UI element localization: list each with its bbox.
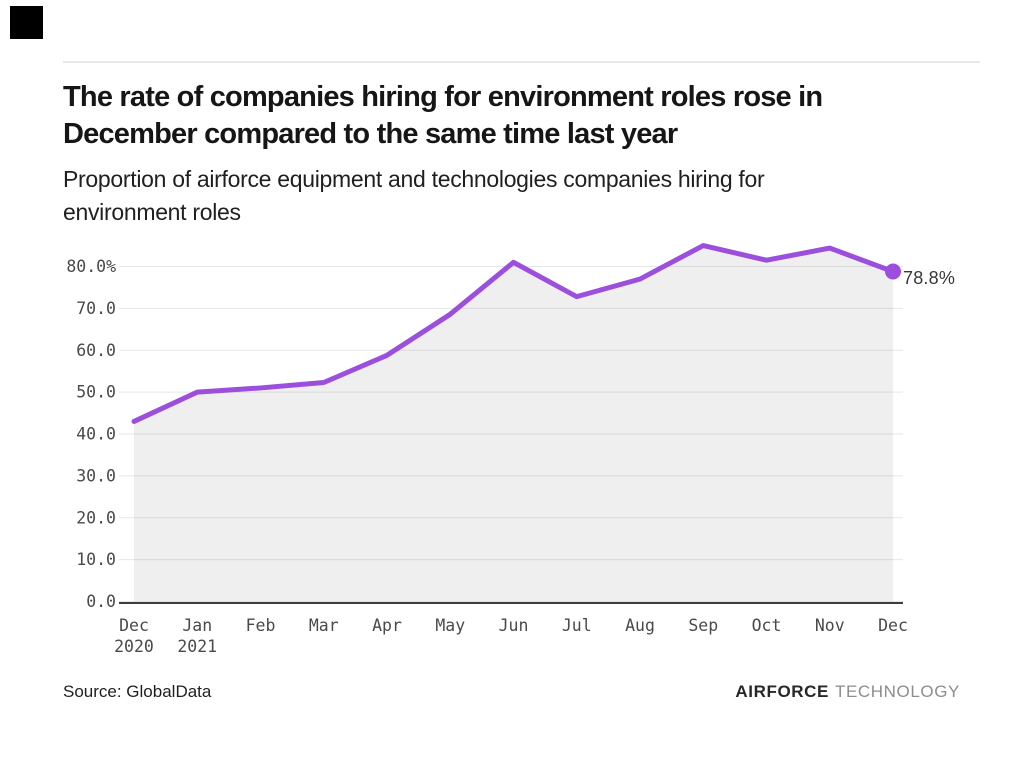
x-tick-label: Mar bbox=[309, 616, 339, 635]
x-tick-label: Feb bbox=[246, 616, 276, 635]
x-tick-label: Nov bbox=[815, 616, 845, 635]
x-tick-label: Dec bbox=[119, 616, 149, 635]
chart-subtitle: Proportion of airforce equipment and tec… bbox=[63, 163, 963, 229]
x-tick-label: Jul bbox=[562, 616, 592, 635]
source-note: Source: GlobalData bbox=[63, 682, 212, 701]
publisher-logo: AIRFORCE TECHNOLOGY bbox=[735, 682, 960, 702]
y-tick-label: 50.0 bbox=[76, 383, 116, 402]
x-tick-label: Sep bbox=[688, 616, 718, 635]
series-line bbox=[131, 243, 896, 424]
y-tick-label: 60.0 bbox=[76, 341, 116, 360]
chart-subtitle-line-2: environment roles bbox=[63, 199, 241, 225]
y-tick-label: 0.0 bbox=[86, 592, 116, 611]
x-tick-label: Jan bbox=[182, 616, 212, 635]
y-tick-label: 20.0 bbox=[76, 508, 116, 527]
chart-title-line-1: The rate of companies hiring for environ… bbox=[63, 81, 823, 113]
chart-subtitle-line-1: Proportion of airforce equipment and tec… bbox=[63, 166, 765, 192]
y-tick-label: 70.0 bbox=[76, 299, 116, 318]
publisher-logo-primary: AIRFORCE bbox=[735, 682, 829, 701]
x-tick-year-label: 2021 bbox=[177, 637, 217, 656]
x-tick-label: Aug bbox=[625, 616, 655, 635]
x-tick-label: Oct bbox=[752, 616, 782, 635]
y-tick-label: 30.0 bbox=[76, 466, 116, 485]
end-value-label: 78.8% bbox=[903, 268, 956, 288]
x-tick-label: May bbox=[435, 616, 465, 635]
y-tick-label: 10.0 bbox=[76, 550, 116, 569]
top-divider bbox=[63, 61, 980, 63]
chart-title: The rate of companies hiring for environ… bbox=[63, 79, 993, 153]
chart-title-line-2: December compared to the same time last … bbox=[63, 118, 678, 150]
x-tick-year-label: 2020 bbox=[114, 637, 154, 656]
x-tick-label: Apr bbox=[372, 616, 402, 635]
y-tick-label: 80.0% bbox=[66, 257, 116, 276]
publisher-logo-secondary: TECHNOLOGY bbox=[834, 682, 960, 701]
x-tick-label: Dec bbox=[878, 616, 908, 635]
end-point-dot bbox=[885, 263, 901, 280]
series-area bbox=[134, 245, 893, 602]
brand-square-logo-mark bbox=[10, 6, 43, 39]
x-tick-label: Jun bbox=[499, 616, 529, 635]
y-tick-label: 40.0 bbox=[76, 425, 116, 444]
